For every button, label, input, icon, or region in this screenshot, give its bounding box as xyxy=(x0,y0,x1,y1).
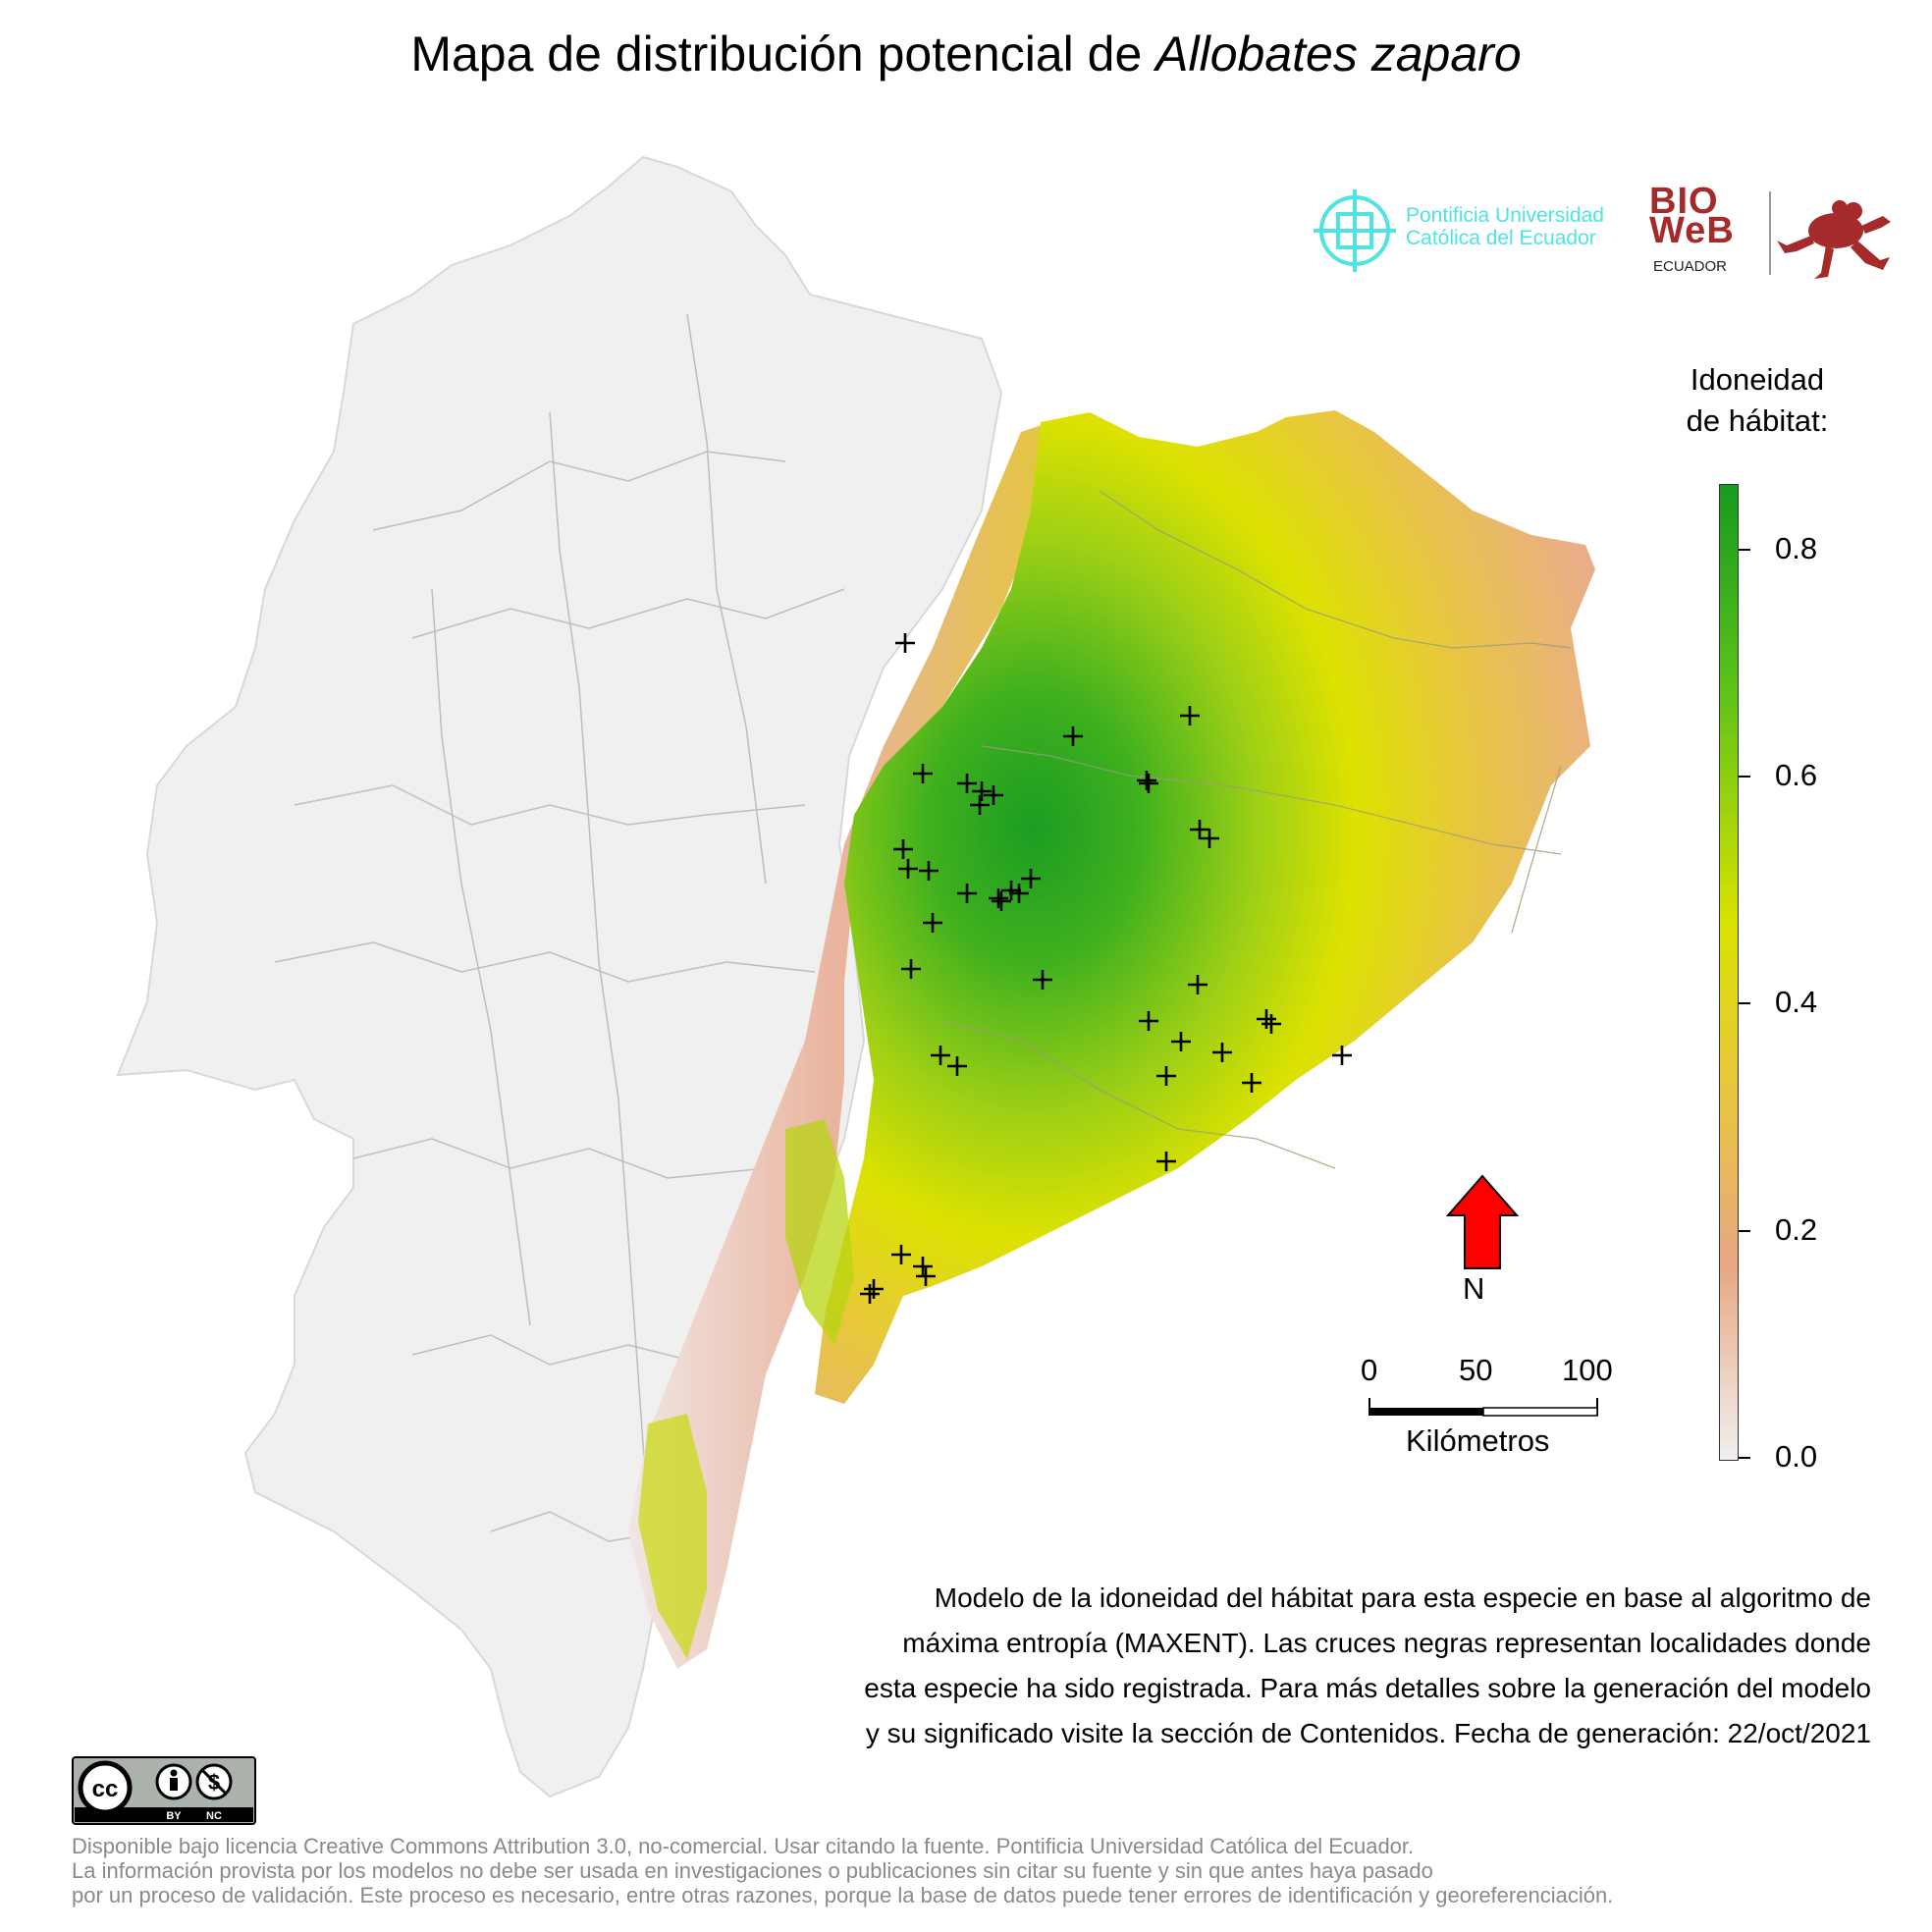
locality-cross xyxy=(1332,1046,1352,1065)
legend-tick-label: 0.0 xyxy=(1775,1439,1818,1474)
species-name: Allobates zaparo xyxy=(1155,27,1522,81)
locality-cross xyxy=(1156,1066,1176,1086)
locality-cross xyxy=(1242,1073,1261,1093)
description-line: esta especie ha sido registrada. Para má… xyxy=(864,1673,1871,1703)
license-line: por un proceso de validación. Este proce… xyxy=(72,1883,1614,1907)
bioweb-line2: WeB xyxy=(1649,210,1735,251)
locality-cross xyxy=(864,1279,884,1299)
bioweb-logo-text: BIO WeB xyxy=(1649,181,1735,251)
locality-cross xyxy=(992,891,1011,911)
legend-tick xyxy=(1739,1230,1750,1232)
province-borders xyxy=(274,313,845,1542)
legend-tick-label: 0.2 xyxy=(1775,1212,1818,1247)
amazon-borders xyxy=(941,490,1572,1169)
scale-label-50: 50 xyxy=(1459,1353,1493,1387)
locality-cross xyxy=(916,1266,936,1286)
locality-cross xyxy=(1180,706,1200,725)
license-text: Disponible bajo licencia Creative Common… xyxy=(72,1834,1917,1907)
locality-cross xyxy=(1200,829,1219,848)
locality-cross xyxy=(989,888,1008,908)
locality-cross xyxy=(860,1284,880,1304)
map-title: Mapa de distribución potencial de Alloba… xyxy=(0,26,1932,82)
legend-tick-label: 0.6 xyxy=(1775,758,1818,792)
locality-cross xyxy=(923,913,942,933)
locality-cross xyxy=(957,884,977,903)
map-title-prefix: Mapa de distribución potencial de xyxy=(410,27,1156,81)
suitability-surface xyxy=(815,410,1595,1404)
locality-cross xyxy=(1021,869,1041,888)
legend-title-line2: de hábitat: xyxy=(1686,403,1829,438)
legend-tick xyxy=(1739,549,1750,551)
legend-title-line1: Idoneidad xyxy=(1690,362,1825,397)
locality-cross xyxy=(1190,820,1209,839)
locality-cross xyxy=(893,839,913,859)
description-line: y su significado visite la sección de Co… xyxy=(865,1718,1871,1748)
locality-cross xyxy=(1261,1014,1281,1034)
model-description: Modelo de la idoneidad del hábitat para … xyxy=(707,1576,1871,1756)
description-line: Modelo de la idoneidad del hábitat para … xyxy=(934,1583,1871,1613)
cc-nc-label: NC xyxy=(206,1810,222,1822)
locality-cross xyxy=(891,1245,911,1264)
southern-patch-2 xyxy=(638,1414,707,1659)
legend-tick xyxy=(1739,776,1750,778)
locality-cross xyxy=(913,764,933,783)
locality-cross xyxy=(947,1056,967,1076)
locality-cross xyxy=(1257,1009,1276,1029)
legend-title: Idoneidad de hábitat: xyxy=(1659,359,1855,442)
legend-tick xyxy=(1739,1457,1750,1459)
locality-cross xyxy=(1156,1152,1176,1171)
locality-cross xyxy=(1139,1011,1158,1031)
southern-patch xyxy=(785,1119,854,1345)
locality-cross xyxy=(984,785,1003,805)
scale-label-100: 100 xyxy=(1562,1353,1613,1387)
scale-bar xyxy=(1368,1398,1598,1417)
bioweb-line1: BIO xyxy=(1649,181,1719,222)
license-line: Disponible bajo licencia Creative Common… xyxy=(72,1834,1415,1858)
country-outline xyxy=(116,155,1003,1798)
description-line: máxima entropía (MAXENT). Las cruces neg… xyxy=(902,1628,1871,1658)
locality-cross xyxy=(972,781,992,801)
puce-line2: Católica del Ecuador xyxy=(1406,227,1596,249)
puce-logo-text: Pontificia Universidad Católica del Ecua… xyxy=(1406,204,1604,249)
locality-cross xyxy=(1137,771,1156,790)
svg-text:cc: cc xyxy=(92,1776,119,1802)
locality-cross xyxy=(1033,970,1052,990)
locality-cross xyxy=(931,1046,950,1065)
locality-cross xyxy=(957,774,977,793)
locality-cross xyxy=(895,633,915,653)
locality-cross xyxy=(1139,774,1158,793)
cc-by-label: BY xyxy=(166,1810,182,1822)
legend-colorbar xyxy=(1719,484,1739,1461)
locality-cross xyxy=(1063,726,1083,746)
frog-logo-icon xyxy=(1769,191,1891,279)
locality-cross xyxy=(1001,881,1021,900)
legend-tick-label: 0.8 xyxy=(1775,531,1818,565)
cc-icon xyxy=(78,1760,133,1815)
locality-markers xyxy=(860,633,1352,1304)
locality-cross xyxy=(1212,1043,1232,1062)
north-label: N xyxy=(1463,1271,1485,1306)
license-line: La información provista por los modelos … xyxy=(72,1858,1433,1883)
legend-tick-label: 0.4 xyxy=(1775,985,1818,1019)
locality-cross xyxy=(898,859,918,879)
north-arrow-icon xyxy=(1445,1174,1520,1269)
locality-cross xyxy=(901,959,921,979)
scale-label-0: 0 xyxy=(1361,1353,1378,1387)
puce-line1: Pontificia Universidad xyxy=(1406,204,1604,227)
legend-tick xyxy=(1739,1002,1750,1004)
andean-slope xyxy=(628,422,1050,1669)
cc-license-badge[interactable]: cc $ BY NC xyxy=(72,1756,256,1825)
bioweb-sub: ECUADOR xyxy=(1653,258,1728,275)
locality-cross xyxy=(970,795,990,815)
puce-logo xyxy=(1314,189,1396,272)
locality-cross xyxy=(1188,975,1208,994)
scale-unit: Kilómetros xyxy=(1406,1423,1550,1458)
locality-cross xyxy=(1009,884,1029,903)
locality-cross xyxy=(913,1257,933,1276)
locality-cross xyxy=(919,861,939,881)
locality-cross xyxy=(1171,1032,1191,1051)
